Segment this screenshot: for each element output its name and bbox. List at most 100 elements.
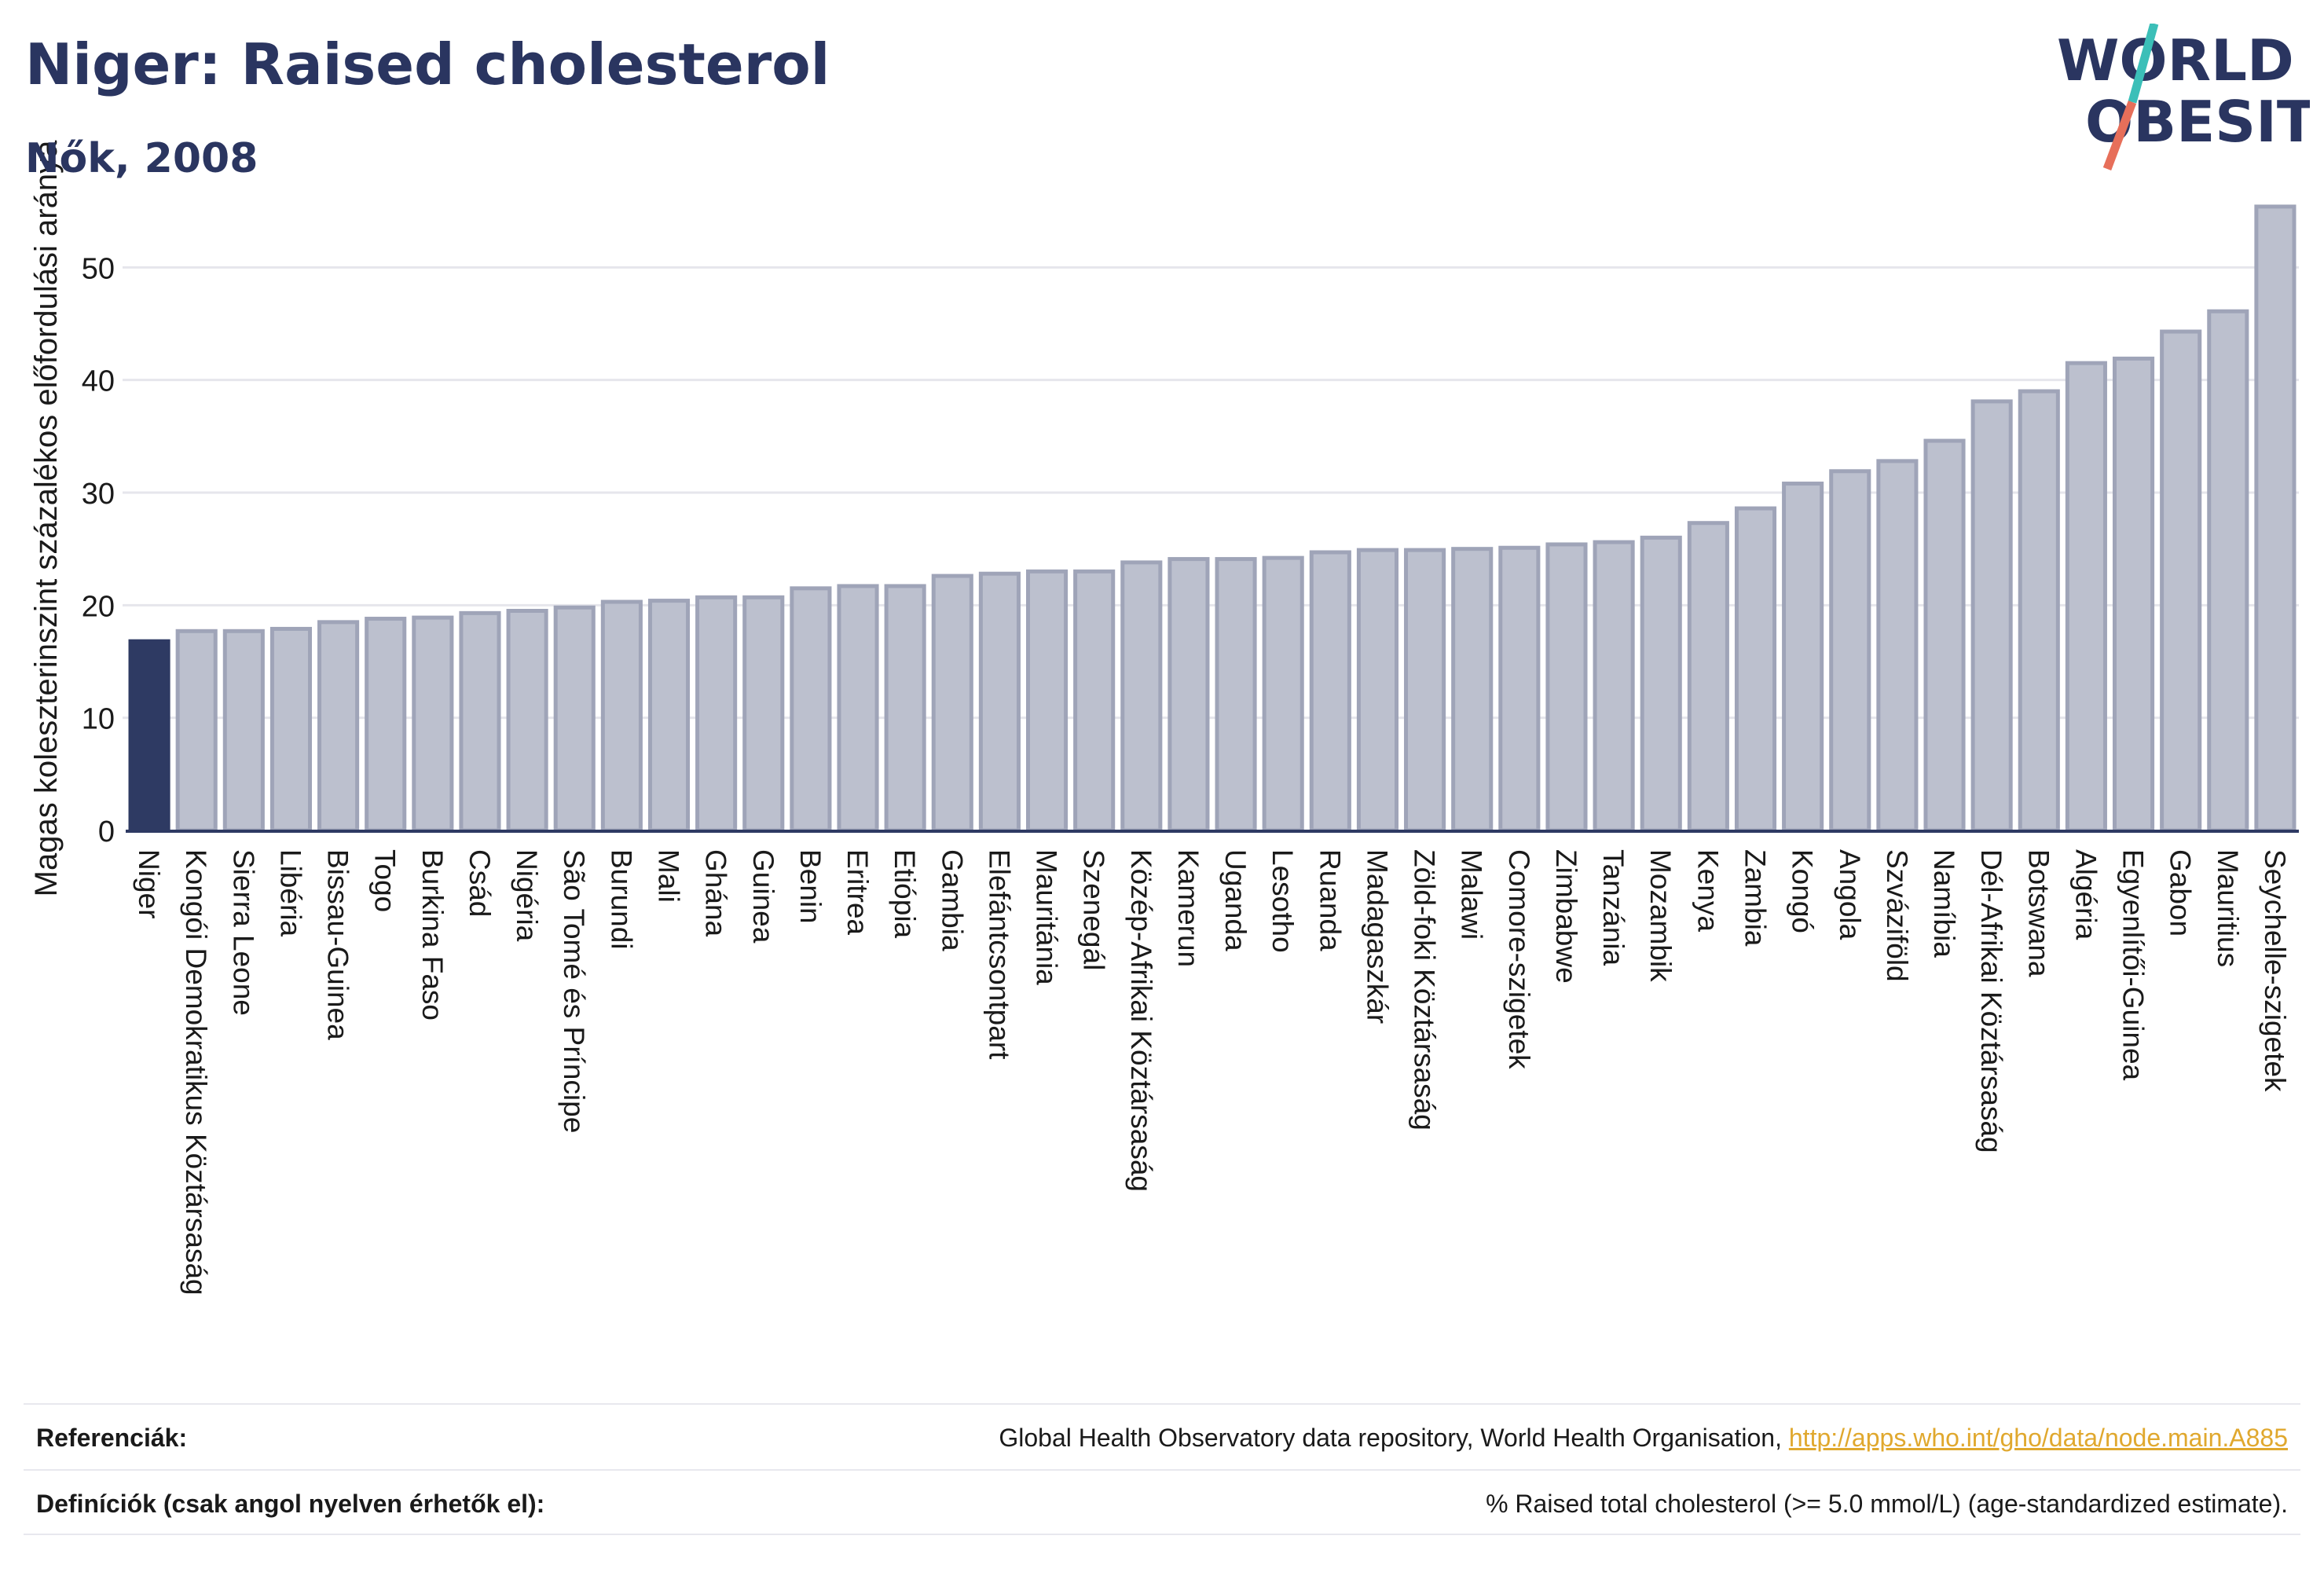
x-tick-label: Mali: [653, 849, 685, 903]
bar-41[interactable]: [2018, 389, 2060, 833]
x-tick-label: Ghána: [700, 849, 732, 937]
x-tick-label: Kongó: [1787, 849, 1819, 933]
page-title: Niger: Raised cholesterol: [25, 31, 830, 97]
bar-33[interactable]: [1640, 535, 1682, 833]
bar-4[interactable]: [269, 626, 313, 833]
bar-24[interactable]: [1215, 557, 1257, 833]
bar-chart: 0 10 20 30 40 50 Niger Kongói Demokratikus Köz…: [29, 140, 2299, 1296]
x-tick-label: Szváziföld: [1881, 849, 1913, 982]
bar-15[interactable]: [790, 586, 832, 833]
bar-28[interactable]: [1404, 548, 1446, 833]
references-link[interactable]: http://apps.who.int/gho/data/node.main.A…: [1788, 1424, 2288, 1452]
x-tick-label: Lesotho: [1266, 849, 1299, 953]
bar-13[interactable]: [695, 595, 738, 833]
x-tick-label: Madagaszkár: [1361, 849, 1393, 1024]
bar-7[interactable]: [412, 615, 454, 833]
bar-10[interactable]: [553, 605, 596, 833]
bar-12[interactable]: [647, 599, 691, 833]
world-obesity-logo: WORLD OBESITY: [2057, 24, 2310, 170]
x-tick-label: Egyenlítői-Guinea: [2117, 849, 2150, 1081]
bar-44[interactable]: [2160, 329, 2202, 833]
bar-26[interactable]: [1309, 550, 1351, 833]
x-tick-label: Zambia: [1739, 849, 1772, 947]
x-tick-label: Botswana: [2022, 849, 2055, 977]
x-tick-label: Comore-szigetek: [1503, 849, 1535, 1069]
x-tick-label: Dél-Afrikai Köztársaság: [1975, 849, 2007, 1153]
x-tick-label: Nigéria: [511, 849, 543, 942]
x-tick-label: Burundi: [605, 849, 637, 950]
x-tick-label: Mauritánia: [1031, 849, 1063, 985]
bar-25[interactable]: [1262, 555, 1304, 833]
x-tick-label: Bissau-Guinea: [322, 849, 354, 1040]
bar-2[interactable]: [175, 629, 218, 833]
x-tick-label: Mauritius: [2212, 849, 2244, 967]
page-subtitle: Nők, 2008: [25, 135, 258, 182]
bar-8[interactable]: [459, 610, 501, 833]
footer-top-rule: [24, 1403, 2300, 1405]
x-tick-label: Kongói Demokratikus Köztársaság: [180, 849, 212, 1296]
x-tick-label: Namíbia: [1928, 849, 1960, 958]
x-tick-label: Etiópia: [889, 849, 921, 939]
x-tick-label: Tanzánia: [1597, 849, 1629, 966]
y-tick-label: 30: [82, 478, 115, 511]
bar-43[interactable]: [2112, 356, 2155, 833]
logo-line-1: WORLD: [2057, 27, 2294, 93]
footer-bottom-rule: [24, 1534, 2300, 1535]
bar-18[interactable]: [931, 574, 973, 833]
bar-31[interactable]: [1545, 542, 1588, 833]
bar-35[interactable]: [1734, 506, 1777, 833]
bar-30[interactable]: [1498, 545, 1541, 833]
x-tick-label: São Tomé és Príncipe: [558, 849, 590, 1133]
x-tick-label: Guinea: [747, 849, 779, 944]
bar-11[interactable]: [600, 599, 643, 833]
bar-39[interactable]: [1923, 438, 1966, 833]
bar-14[interactable]: [742, 595, 785, 833]
bar-27[interactable]: [1356, 548, 1399, 833]
references-row: Referenciák: Global Health Observatory d…: [24, 1424, 2300, 1461]
x-tick-label: Angola: [1834, 849, 1866, 940]
x-tick-label: Gabon: [2165, 849, 2197, 936]
x-tick-label: Libéria: [274, 849, 306, 936]
definitions-value: % Raised total cholesterol (>= 5.0 mmol/…: [1486, 1490, 2288, 1518]
bar-29[interactable]: [1451, 547, 1494, 833]
x-tick-label: Zimbabwe: [1550, 849, 1582, 984]
x-tick-label: Togo: [369, 849, 401, 912]
bar-45[interactable]: [2207, 309, 2249, 833]
references-text: Global Health Observatory data repositor…: [999, 1424, 1782, 1452]
bar-40[interactable]: [1970, 399, 2013, 833]
bar-34[interactable]: [1687, 521, 1729, 833]
x-tick-label: Gambia: [936, 849, 968, 951]
references-label: Referenciák:: [36, 1424, 188, 1452]
bar-5[interactable]: [317, 620, 360, 833]
bars: [128, 204, 2297, 833]
y-tick-label: 40: [82, 365, 115, 398]
bar-37[interactable]: [1829, 469, 1871, 833]
x-tick-label: Kenya: [1692, 849, 1724, 932]
bar-22[interactable]: [1120, 560, 1163, 833]
definitions-row: Definíciók (csak angol nyelven érhetők e…: [24, 1490, 2300, 1527]
bar-46[interactable]: [2254, 204, 2297, 833]
bar-3[interactable]: [222, 629, 265, 833]
x-tick-label: Közép-Afrikai Köztársaság: [1125, 849, 1157, 1192]
bar-1[interactable]: [128, 639, 170, 833]
x-tick-label: Algéria: [2069, 849, 2102, 940]
bar-36[interactable]: [1782, 482, 1824, 833]
y-tick-label: 0: [98, 815, 115, 848]
bar-20[interactable]: [1025, 569, 1069, 833]
y-tick-label: 10: [82, 703, 115, 736]
bar-16[interactable]: [837, 584, 879, 833]
bar-32[interactable]: [1593, 540, 1635, 833]
bar-17[interactable]: [884, 584, 926, 833]
y-tick-labels: 0 10 20 30 40 50: [82, 252, 115, 848]
bar-38[interactable]: [1876, 459, 1919, 833]
x-tick-label: Mozambik: [1644, 849, 1677, 982]
x-tick-label: Kamerun: [1172, 849, 1204, 967]
x-tick-label: Zöld-foki Köztársaság: [1409, 849, 1441, 1131]
bar-9[interactable]: [506, 609, 548, 833]
bar-6[interactable]: [365, 617, 407, 833]
bar-23[interactable]: [1167, 557, 1210, 833]
bar-21[interactable]: [1073, 569, 1116, 833]
bar-42[interactable]: [2065, 361, 2107, 833]
footer-middle-rule: [24, 1469, 2300, 1471]
bar-19[interactable]: [978, 571, 1021, 833]
